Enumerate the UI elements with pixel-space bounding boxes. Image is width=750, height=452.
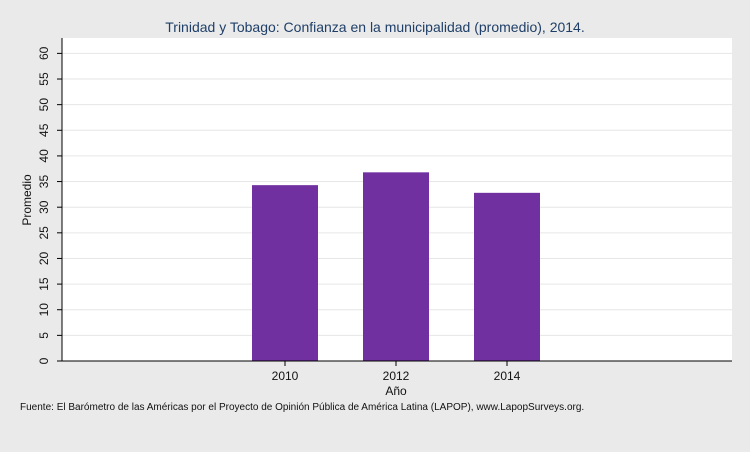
y-tick-label: 15 (37, 277, 51, 291)
y-tick-label: 55 (37, 72, 51, 86)
x-axis-ticks: 2010 2012 2014 (272, 361, 521, 383)
x-tick-label: 2010 (272, 369, 299, 383)
y-tick-label: 40 (37, 149, 51, 163)
x-axis-title: Año (385, 384, 407, 398)
y-tick-label: 10 (37, 303, 51, 317)
y-tick-label: 50 (37, 98, 51, 112)
y-axis-ticks: 0 5 10 15 20 25 30 35 40 45 50 55 60 (37, 46, 62, 364)
y-tick-label: 60 (37, 46, 51, 60)
y-tick-label: 45 (37, 123, 51, 137)
y-tick-label: 0 (37, 357, 51, 364)
y-axis-title: Promedio (20, 174, 34, 226)
bar-2014 (474, 192, 540, 361)
x-tick-label: 2014 (494, 369, 521, 383)
bar-2012 (363, 172, 429, 361)
bars (252, 172, 540, 361)
y-tick-label: 5 (37, 332, 51, 339)
y-tick-label: 35 (37, 175, 51, 189)
y-tick-label: 30 (37, 200, 51, 214)
x-tick-label: 2012 (383, 369, 410, 383)
source-note: Fuente: El Barómetro de las Américas por… (20, 402, 584, 413)
bar-2010 (252, 185, 318, 361)
chart-title: Trinidad y Tobago: Confianza en la munic… (165, 19, 584, 35)
y-tick-label: 25 (37, 226, 51, 240)
y-tick-label: 20 (37, 251, 51, 265)
